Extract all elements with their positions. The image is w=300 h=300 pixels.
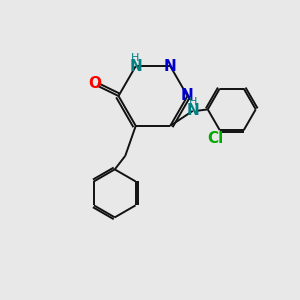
Text: O: O	[88, 76, 101, 91]
Text: N: N	[187, 103, 200, 118]
Text: N: N	[181, 88, 194, 104]
Text: H: H	[131, 53, 139, 63]
Text: N: N	[164, 58, 177, 74]
Text: Cl: Cl	[207, 131, 224, 146]
Text: H: H	[189, 97, 197, 107]
Text: N: N	[129, 58, 142, 74]
